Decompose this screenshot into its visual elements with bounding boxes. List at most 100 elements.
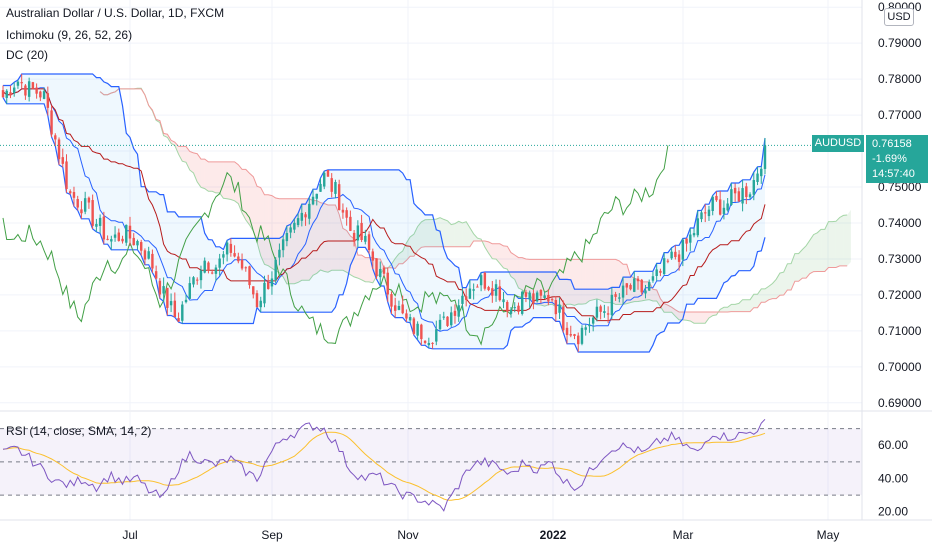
candle-body bbox=[539, 289, 543, 296]
candle-body bbox=[311, 196, 315, 205]
candle-body bbox=[748, 194, 752, 198]
candle-body bbox=[173, 300, 177, 318]
candle-body bbox=[278, 249, 281, 258]
cloud-segment bbox=[581, 259, 586, 305]
cloud-segment bbox=[499, 243, 504, 269]
candle-body bbox=[132, 237, 135, 246]
candle-body bbox=[584, 327, 587, 330]
cloud-segment bbox=[436, 217, 441, 247]
cloud-segment bbox=[361, 255, 366, 282]
cloud-segment bbox=[686, 311, 691, 322]
donchian-lower bbox=[2, 97, 766, 353]
cloud-segment bbox=[705, 311, 709, 324]
candle-body bbox=[659, 270, 662, 273]
rsi-tick-label: 20.00 bbox=[878, 505, 908, 519]
candle-body bbox=[674, 251, 677, 258]
cloud-segment bbox=[398, 250, 403, 264]
candle-body bbox=[143, 250, 147, 260]
candle-body bbox=[599, 306, 602, 312]
candle-body bbox=[65, 161, 68, 190]
candle-body bbox=[285, 233, 289, 242]
currency-badge[interactable]: USD bbox=[884, 8, 914, 26]
time-tick-label: May bbox=[817, 528, 840, 542]
candle-body bbox=[730, 189, 733, 205]
kijun-sen bbox=[2, 88, 766, 322]
candle-body bbox=[248, 266, 251, 286]
candle-body bbox=[300, 212, 304, 221]
candle-body bbox=[20, 82, 23, 84]
candle-body bbox=[655, 269, 658, 276]
cloud-segment bbox=[828, 221, 833, 268]
candle-body bbox=[61, 157, 64, 164]
price-tick-label: 0.79000 bbox=[878, 36, 922, 50]
candle-body bbox=[95, 223, 98, 227]
cloud-segment bbox=[708, 311, 713, 319]
candle-body bbox=[151, 253, 154, 269]
candle-body bbox=[625, 283, 629, 288]
rsi-tick-label: 60.00 bbox=[878, 438, 908, 452]
candle-body bbox=[349, 216, 352, 231]
candle-body bbox=[420, 324, 423, 340]
cloud-segment bbox=[253, 176, 257, 242]
candle-body bbox=[483, 272, 487, 289]
candle-body bbox=[281, 239, 285, 251]
cloud-segment bbox=[585, 259, 590, 304]
candle-body bbox=[323, 172, 326, 187]
candle-body bbox=[408, 317, 412, 321]
cloud-segment bbox=[794, 253, 799, 282]
cloud-segment bbox=[264, 194, 269, 266]
cloud-segment bbox=[761, 288, 765, 303]
candle-body bbox=[644, 290, 647, 294]
cloud-segment bbox=[428, 219, 433, 247]
cloud-segment bbox=[443, 219, 448, 247]
candle-body bbox=[128, 225, 132, 239]
candle-body bbox=[692, 233, 696, 236]
candle-body bbox=[595, 306, 599, 318]
cloud-segment bbox=[227, 161, 231, 200]
cloud-segment bbox=[451, 223, 455, 247]
candle-body bbox=[633, 278, 636, 292]
candle-body bbox=[72, 192, 76, 198]
cloud-segment bbox=[779, 272, 784, 296]
candle-body bbox=[229, 243, 233, 253]
candle-body bbox=[554, 300, 558, 315]
cloud-segment bbox=[421, 219, 426, 248]
cloud-segment bbox=[425, 219, 429, 247]
rsi-pane bbox=[0, 410, 932, 512]
cloud-segment bbox=[316, 200, 321, 274]
cloud-segment bbox=[350, 236, 355, 277]
candle-body bbox=[745, 186, 748, 198]
legend-ichimoku: Ichimoku (9, 26, 52, 26) bbox=[6, 28, 133, 42]
candle-body bbox=[606, 313, 610, 315]
cloud-segment bbox=[563, 259, 568, 308]
candle-body bbox=[154, 271, 158, 279]
cloud-segment bbox=[656, 290, 661, 307]
candle-body bbox=[237, 256, 240, 262]
cloud-segment bbox=[200, 159, 205, 189]
candle-body bbox=[266, 281, 270, 289]
candle-body bbox=[289, 227, 292, 233]
candle-body bbox=[666, 260, 670, 262]
cloud-segment bbox=[342, 228, 347, 273]
candle-body bbox=[393, 305, 397, 311]
cloud-segment bbox=[690, 311, 695, 324]
candle-body bbox=[524, 292, 528, 297]
cloud-segment bbox=[346, 230, 351, 275]
candle-body bbox=[308, 203, 311, 219]
candle-body bbox=[405, 313, 408, 319]
cloud-segment bbox=[219, 161, 224, 199]
candle-body bbox=[259, 300, 262, 308]
candle-body bbox=[464, 296, 468, 300]
candle-body bbox=[42, 91, 46, 99]
candle-body bbox=[543, 295, 546, 299]
candle-body bbox=[214, 267, 218, 274]
legend-donchian: DC (20) bbox=[6, 48, 49, 62]
cloud-segment bbox=[847, 209, 851, 266]
candle-body bbox=[364, 235, 367, 242]
candle-body bbox=[457, 305, 460, 317]
cloud-segment bbox=[802, 245, 807, 279]
candle-body bbox=[255, 293, 259, 308]
candle-body bbox=[166, 287, 169, 308]
